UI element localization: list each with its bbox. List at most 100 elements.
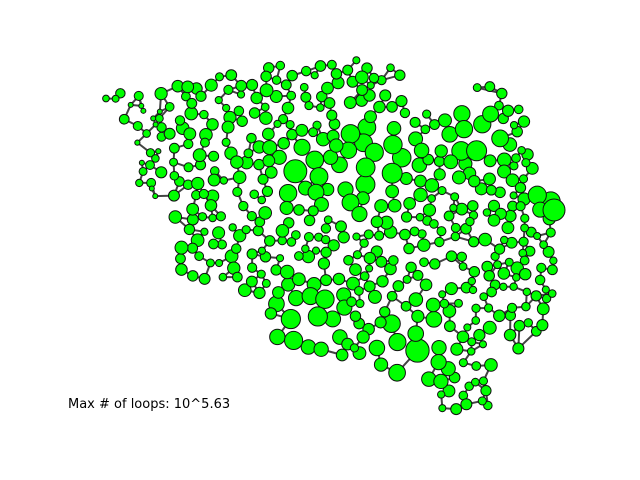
graph-node bbox=[539, 240, 548, 249]
graph-node bbox=[465, 216, 475, 227]
graph-node bbox=[351, 205, 368, 223]
graph-node bbox=[383, 134, 403, 155]
graph-node bbox=[204, 78, 218, 92]
graph-node bbox=[463, 323, 472, 332]
graph-node bbox=[259, 83, 274, 98]
graph-node bbox=[381, 162, 403, 184]
graph-node bbox=[286, 237, 297, 247]
max-loops-caption: Max # of loops: 10^5.63 bbox=[68, 397, 231, 412]
graph-node bbox=[257, 195, 267, 205]
graph-node bbox=[186, 242, 199, 254]
graph-node bbox=[483, 269, 495, 282]
graph-node bbox=[258, 206, 273, 220]
graph-node bbox=[379, 306, 391, 318]
graph-node bbox=[187, 270, 199, 282]
graph-node bbox=[233, 105, 245, 117]
graph-node bbox=[386, 121, 402, 136]
graph-node bbox=[340, 124, 361, 144]
graph-node bbox=[460, 398, 473, 411]
graph-node bbox=[408, 292, 424, 307]
graph-node bbox=[534, 274, 546, 286]
graph-node bbox=[138, 102, 145, 109]
graph-node bbox=[169, 157, 179, 167]
graph-node bbox=[299, 82, 309, 92]
graph-node bbox=[467, 200, 479, 212]
graph-node bbox=[308, 127, 319, 138]
graph-node bbox=[363, 229, 374, 240]
graph-node bbox=[368, 72, 380, 84]
graph-node bbox=[250, 91, 263, 105]
graph-node bbox=[379, 89, 392, 102]
graph-node bbox=[513, 319, 526, 332]
graph-node bbox=[443, 320, 456, 333]
graph-node bbox=[466, 140, 488, 162]
graph-node bbox=[186, 97, 198, 109]
graph-node bbox=[425, 311, 443, 328]
graph-node bbox=[246, 248, 258, 260]
graph-node bbox=[493, 243, 506, 255]
graph-node bbox=[279, 264, 295, 280]
graph-node bbox=[520, 213, 530, 223]
graph-node bbox=[482, 208, 492, 217]
graph-node bbox=[145, 148, 156, 158]
graph-node bbox=[493, 309, 506, 323]
graph-node bbox=[385, 184, 400, 199]
graph-node bbox=[342, 64, 354, 76]
graph-node bbox=[273, 119, 282, 129]
graph-node bbox=[472, 83, 482, 93]
graph-node bbox=[387, 198, 402, 213]
graph-node bbox=[491, 129, 509, 148]
graph-node bbox=[359, 271, 370, 282]
graph-node bbox=[285, 119, 295, 130]
graph-node bbox=[293, 138, 311, 156]
graph-node bbox=[450, 403, 463, 416]
graph-node bbox=[253, 286, 266, 300]
graph-node bbox=[420, 124, 431, 135]
graph-node bbox=[368, 339, 386, 357]
graph-node bbox=[321, 81, 334, 95]
graph-node bbox=[142, 129, 151, 138]
graph-node bbox=[307, 306, 328, 327]
graph-node bbox=[519, 267, 532, 281]
graph-node bbox=[487, 199, 501, 212]
graph-node bbox=[322, 149, 339, 165]
graph-node bbox=[352, 232, 361, 241]
graph-node bbox=[138, 159, 145, 166]
graph-node bbox=[343, 96, 357, 109]
graph-node bbox=[370, 215, 384, 229]
graph-node bbox=[536, 262, 547, 273]
graph-node bbox=[527, 185, 547, 205]
graph-node bbox=[373, 357, 389, 372]
graph-node bbox=[355, 70, 369, 85]
graph-node bbox=[454, 298, 463, 308]
graph-node bbox=[519, 255, 530, 266]
graph-node bbox=[269, 90, 283, 103]
graph-node bbox=[513, 104, 524, 115]
graph-node bbox=[427, 194, 436, 203]
graph-node bbox=[444, 282, 458, 296]
graph-node bbox=[363, 280, 376, 293]
graph-node bbox=[168, 189, 180, 202]
graph-node bbox=[445, 250, 458, 263]
graph-node bbox=[503, 328, 517, 342]
graph-node bbox=[261, 278, 271, 288]
graph-node bbox=[468, 265, 481, 278]
graph-node bbox=[541, 285, 550, 294]
graph-node bbox=[169, 170, 180, 181]
graph-node bbox=[330, 68, 343, 80]
graph-node bbox=[365, 264, 374, 273]
graph-node bbox=[154, 114, 164, 123]
graph-node bbox=[155, 148, 162, 155]
graph-node bbox=[352, 56, 361, 65]
graph-node bbox=[458, 358, 468, 368]
graph-node bbox=[183, 162, 194, 173]
graph-node bbox=[458, 262, 468, 271]
graph-node bbox=[477, 396, 487, 406]
graph-node bbox=[400, 300, 412, 312]
graph-node bbox=[205, 258, 215, 268]
graph-node bbox=[208, 238, 219, 250]
graph-node bbox=[337, 231, 350, 244]
graph-node bbox=[326, 109, 338, 121]
graph-node bbox=[509, 282, 518, 291]
